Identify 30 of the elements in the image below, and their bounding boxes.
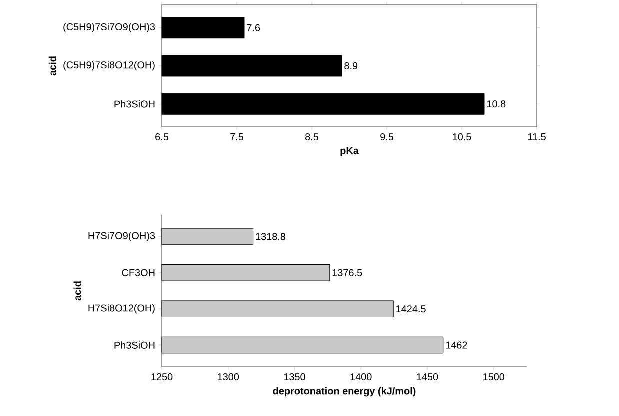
x-tick-label: 8.5: [306, 134, 319, 141]
x-tick-label: 1500: [484, 374, 505, 381]
y-tick-label: Ph3SiOH: [114, 342, 155, 349]
y-tick-label: H7Si7O9(OH)3: [88, 232, 156, 242]
x-tick-label: 1250: [152, 374, 173, 381]
y-tick-label: CF3OH: [122, 269, 155, 276]
x-tick-label: 9.5: [380, 134, 394, 141]
x-tick-label: 10.5: [453, 134, 472, 141]
x-axis-title: pKa: [340, 147, 359, 156]
y-tick-label: (C5H9)7Si7O9(OH)3: [64, 23, 156, 33]
data-label: 1462: [446, 342, 468, 349]
data-label: 1376.5: [332, 269, 362, 276]
x-axis-title: deprotonation energy (kJ/mol): [273, 387, 416, 397]
data-label: 1424.5: [396, 306, 426, 313]
x-tick-label: 1300: [218, 374, 240, 381]
x-tick-label: 11.5: [528, 134, 546, 140]
y-axis-title: acid: [74, 282, 82, 301]
x-tick-label: 1350: [284, 374, 306, 381]
data-label: 10.8: [487, 100, 506, 108]
x-tick-label: 1400: [350, 374, 372, 381]
y-axis-title: acid: [48, 56, 56, 76]
x-tick-label: 6.5: [156, 134, 169, 141]
data-label: 8.9: [344, 62, 358, 70]
data-label: 7.6: [247, 24, 260, 32]
y-tick-label: (C5H9)7Si8O12(OH): [64, 61, 155, 71]
y-tick-label: Ph3SiOH: [114, 100, 155, 108]
x-tick-label: 7.5: [230, 134, 244, 140]
data-label: 1318.8: [256, 233, 286, 240]
y-tick-label: H7Si8O12(OH): [88, 304, 155, 314]
x-tick-label: 1450: [417, 374, 438, 381]
